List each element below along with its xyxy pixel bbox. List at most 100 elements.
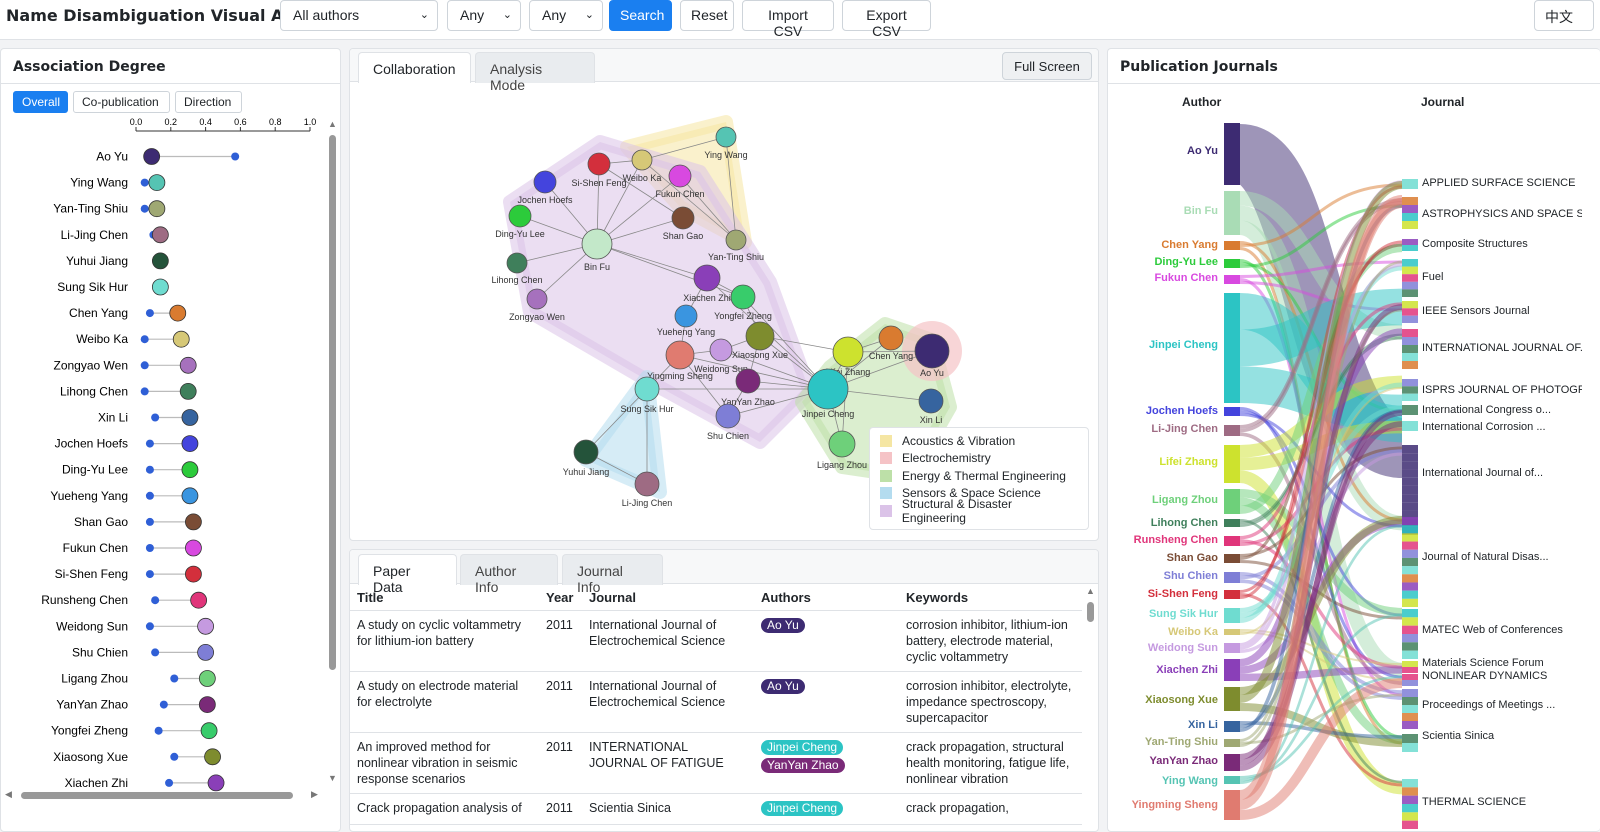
association-row[interactable]: Ligang Zhou bbox=[61, 670, 216, 687]
scrollbar-thumb[interactable] bbox=[1087, 602, 1094, 622]
journal-node[interactable] bbox=[1402, 574, 1418, 583]
small-dot[interactable] bbox=[154, 726, 163, 735]
author-node[interactable] bbox=[1224, 608, 1240, 623]
journal-node[interactable] bbox=[1402, 205, 1418, 213]
small-dot[interactable] bbox=[170, 674, 179, 683]
author-node[interactable] bbox=[1224, 572, 1240, 583]
journal-node[interactable] bbox=[1402, 533, 1418, 542]
node-circle[interactable] bbox=[735, 368, 761, 394]
small-dot[interactable] bbox=[145, 465, 154, 474]
author-node[interactable]: Sung Sik Hur bbox=[620, 376, 674, 414]
author-node[interactable]: Xin Li bbox=[918, 388, 944, 425]
vertical-scrollbar[interactable]: ▲ bbox=[1084, 586, 1096, 831]
sankey-journal-label[interactable]: IEEE Sensors Journal bbox=[1422, 305, 1530, 317]
author-dot[interactable] bbox=[190, 591, 208, 609]
sankey-journal-label[interactable]: INTERNATIONAL JOURNAL OF... bbox=[1422, 342, 1582, 354]
table-row[interactable]: Crack propagation analysis of 2011 Scienti… bbox=[350, 793, 1082, 825]
node-circle[interactable] bbox=[587, 152, 611, 176]
sankey-journal-label[interactable]: NONLINEAR DYNAMICS bbox=[1422, 670, 1548, 682]
association-row[interactable]: YanYan Zhao bbox=[56, 696, 216, 713]
author-badge[interactable]: Jinpei Cheng bbox=[761, 801, 844, 816]
small-dot[interactable] bbox=[145, 570, 154, 579]
journal-node[interactable] bbox=[1402, 315, 1418, 323]
journal-node[interactable] bbox=[1402, 221, 1418, 229]
author-node[interactable]: Ding-Yu Lee bbox=[495, 204, 545, 239]
journal-node[interactable] bbox=[1402, 453, 1418, 462]
node-circle[interactable] bbox=[665, 340, 695, 370]
author-node[interactable] bbox=[1224, 739, 1240, 747]
export-csv-button[interactable]: Export CSV bbox=[842, 0, 931, 39]
author-node[interactable]: Yan-Ting Shiu bbox=[708, 229, 764, 262]
sankey-author-label[interactable]: Lihong Chen bbox=[1150, 517, 1218, 529]
author-node[interactable]: Xiaosong Xue bbox=[732, 321, 788, 360]
journal-node[interactable] bbox=[1402, 804, 1418, 813]
author-node[interactable]: Lifei Zhang bbox=[826, 336, 871, 377]
journal-node[interactable] bbox=[1402, 421, 1418, 431]
author-dot[interactable] bbox=[185, 565, 202, 583]
tab-paper-data[interactable]: Paper Data bbox=[358, 554, 457, 595]
node-circle[interactable] bbox=[730, 284, 756, 310]
sankey-author-label[interactable]: Ying Wang bbox=[1161, 775, 1218, 787]
journal-node[interactable] bbox=[1402, 337, 1418, 345]
association-row[interactable]: Weidong Sun bbox=[56, 617, 215, 635]
journal-node[interactable] bbox=[1402, 510, 1418, 519]
author-select[interactable]: All authors ⌄ bbox=[280, 0, 438, 31]
author-node[interactable]: Shu Chien bbox=[707, 403, 749, 441]
sankey-author-label[interactable]: Ao Yu bbox=[1187, 145, 1218, 157]
sankey-journal-label[interactable]: International Corrosion ... bbox=[1422, 421, 1546, 433]
association-row[interactable]: Xiachen Zhi bbox=[65, 774, 225, 792]
sankey-author-label[interactable]: Shan Gao bbox=[1166, 552, 1218, 564]
small-dot[interactable] bbox=[140, 335, 149, 344]
node-circle[interactable] bbox=[828, 430, 856, 458]
author-node[interactable] bbox=[1224, 259, 1240, 268]
author-dot[interactable] bbox=[198, 670, 216, 687]
node-circle[interactable] bbox=[693, 264, 721, 292]
node-circle[interactable] bbox=[634, 376, 660, 402]
journal-node[interactable] bbox=[1402, 386, 1418, 394]
small-dot[interactable] bbox=[145, 309, 154, 318]
node-circle[interactable] bbox=[506, 252, 528, 274]
author-dot[interactable] bbox=[185, 539, 202, 557]
small-dot[interactable] bbox=[145, 622, 154, 631]
sankey-author-label[interactable]: Lifei Zhang bbox=[1159, 456, 1218, 468]
association-row[interactable]: Li-Jing Chen bbox=[61, 226, 169, 244]
association-row[interactable]: Zongyao Wen bbox=[54, 356, 197, 374]
author-badge[interactable]: Ao Yu bbox=[761, 618, 805, 633]
legend-item[interactable]: Electrochemistry bbox=[880, 450, 1078, 468]
author-dot[interactable] bbox=[207, 774, 225, 792]
sankey-author-label[interactable]: Xiaosong Xue bbox=[1145, 694, 1218, 706]
filter-overall[interactable]: Overall bbox=[13, 91, 68, 113]
vertical-scrollbar[interactable]: ▲ ▼ bbox=[327, 119, 337, 789]
author-dot[interactable] bbox=[185, 513, 202, 531]
sankey-author-label[interactable]: Li-Jing Chen bbox=[1151, 423, 1218, 435]
sankey-author-label[interactable]: Jochen Hoefs bbox=[1145, 405, 1218, 417]
author-dot[interactable] bbox=[181, 435, 199, 453]
journal-node[interactable] bbox=[1402, 812, 1418, 821]
author-node[interactable]: Li-Jing Chen bbox=[622, 471, 673, 508]
sankey-link[interactable] bbox=[1239, 181, 1403, 703]
journal-node[interactable] bbox=[1402, 541, 1418, 550]
association-row[interactable]: Lihong Chen bbox=[60, 382, 197, 400]
author-dot[interactable] bbox=[172, 330, 190, 348]
journal-node[interactable] bbox=[1402, 239, 1418, 245]
column-header[interactable]: Authors bbox=[754, 585, 899, 611]
node-circle[interactable] bbox=[573, 439, 599, 465]
node-circle[interactable] bbox=[634, 471, 660, 497]
journal-node[interactable] bbox=[1402, 713, 1418, 721]
node-circle[interactable] bbox=[508, 204, 532, 228]
author-dot[interactable] bbox=[169, 304, 187, 322]
import-csv-button[interactable]: Import CSV bbox=[742, 0, 834, 39]
author-node[interactable] bbox=[1224, 293, 1240, 403]
author-node[interactable]: Yingming Sheng bbox=[647, 340, 713, 381]
filter-co-publication[interactable]: Co-publication bbox=[73, 91, 170, 113]
journal-node[interactable] bbox=[1402, 259, 1418, 267]
author-node[interactable] bbox=[1224, 776, 1240, 784]
journal-node[interactable] bbox=[1402, 405, 1418, 415]
tab-collaboration[interactable]: Collaboration bbox=[358, 52, 471, 83]
tab-analysis-mode[interactable]: Analysis Mode bbox=[475, 52, 595, 93]
author-node[interactable] bbox=[1224, 754, 1240, 771]
journal-node[interactable] bbox=[1402, 598, 1418, 607]
author-node[interactable]: Si-Shen Feng bbox=[571, 152, 627, 188]
author-node[interactable]: Ligang Zhou bbox=[817, 430, 867, 470]
author-node[interactable] bbox=[1224, 554, 1240, 563]
